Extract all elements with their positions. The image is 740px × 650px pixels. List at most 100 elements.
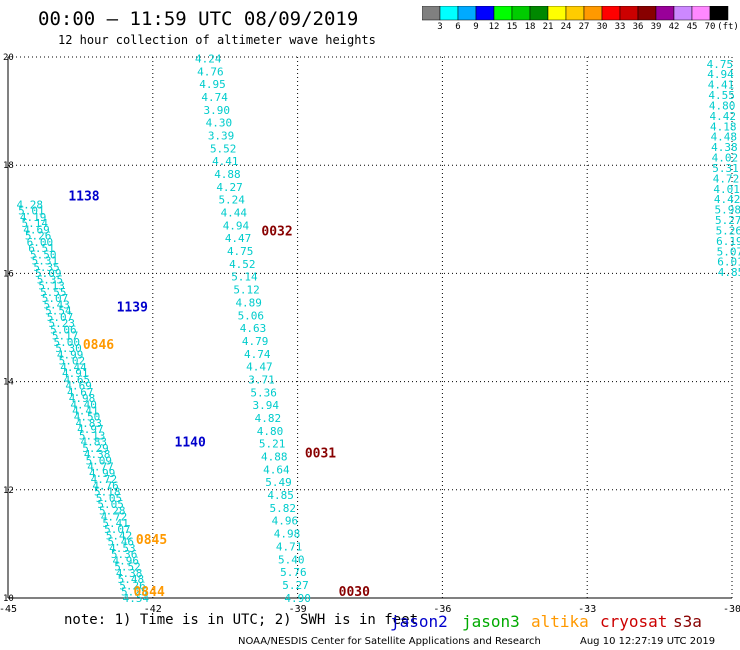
wave-height-value: 5.82	[269, 502, 296, 515]
wave-height-value: 4.80	[709, 99, 736, 112]
wave-height-value: 5.09	[35, 267, 62, 280]
wave-height-value: 4.18	[710, 120, 737, 133]
wave-height-value: 4.85	[267, 489, 294, 502]
wave-height-value: 5.07	[104, 523, 131, 536]
credit-line: NOAA/NESDIS Center for Satellite Applica…	[238, 636, 541, 647]
y-tick-label: 14	[3, 378, 14, 388]
pass-time-label: 0032	[261, 225, 292, 240]
wave-height-value: 3.90	[204, 104, 231, 117]
wave-height-value: 4.82	[255, 412, 282, 425]
wave-height-value: 4.75	[707, 58, 734, 71]
wave-height-value: 4.64	[263, 463, 290, 476]
legend-jason2: jason2	[390, 612, 448, 631]
pass-time-label: 0031	[305, 446, 336, 461]
wave-height-value: 4.98	[69, 392, 96, 405]
wave-height-value: 5.18	[94, 486, 121, 499]
wave-height-value: 4.55	[708, 89, 735, 102]
color-scale-label: 36	[632, 22, 644, 32]
wave-height-value: 5.28	[99, 504, 126, 517]
wave-height-value: 4.99	[89, 467, 116, 480]
color-scale-label: 39	[650, 22, 662, 32]
wave-height-value: 6.19	[716, 235, 740, 248]
color-scale-label: 9	[473, 22, 479, 32]
wave-height-value: 4.89	[235, 296, 262, 309]
pass-time-label: 0846	[83, 338, 114, 353]
pass-time-label: 1138	[68, 189, 99, 204]
wave-height-value: 4.01	[713, 183, 740, 196]
wave-height-value: 4.72	[713, 172, 740, 185]
wave-height-value: 4.24	[195, 52, 222, 65]
wave-height-value: 5.55	[40, 286, 67, 299]
wave-height-value: 4.71	[276, 540, 303, 553]
pass-time-label: 0844	[133, 585, 164, 600]
wave-height-value: 5.49	[265, 476, 292, 489]
color-scale-bar	[422, 6, 729, 21]
wave-height-value: 4.85	[718, 266, 740, 279]
legend-cryosat: cryosat	[600, 612, 668, 631]
wave-height-value: 5.36	[250, 386, 277, 399]
wave-height-value: 5.40	[278, 553, 305, 566]
wave-height-value: 5.02	[59, 355, 86, 368]
wave-height-value: 4.41	[212, 155, 239, 168]
x-tick-label: -42	[144, 604, 162, 615]
wave-height-value: 5.09	[86, 454, 113, 467]
wave-height-value: 5.07	[717, 245, 740, 258]
wave-height-value: 5.54	[45, 305, 72, 318]
wave-height-value: 5.35	[37, 273, 64, 286]
wave-height-value: 4.88	[214, 168, 241, 181]
color-scale-label: 24	[560, 22, 572, 32]
wave-height-value: 5.21	[259, 438, 286, 451]
wave-height-value: 4.19	[20, 211, 47, 224]
wave-height-value: 4.38	[711, 141, 738, 154]
wave-height-value: 5.50	[30, 248, 57, 261]
wave-height-value: 5.43	[43, 298, 70, 311]
pass-time-label: 1139	[117, 300, 148, 315]
legend-jason3: jason3	[462, 612, 520, 631]
legend-altika: altika	[531, 612, 589, 631]
color-scale-label: 12	[488, 22, 500, 32]
wave-height-value: 3.39	[208, 129, 235, 142]
wave-height-value: 4.83	[81, 436, 108, 449]
wave-height-value: 5.24	[218, 194, 245, 207]
wave-height-value: 4.72	[91, 473, 118, 486]
color-scale-label: 30	[596, 22, 608, 32]
wave-height-value: 5.13	[79, 429, 106, 442]
color-scale-label: 15	[506, 22, 518, 32]
wave-height-value: 6.01	[717, 256, 740, 269]
y-tick-label: 10	[3, 594, 14, 604]
wave-height-value: 4.94	[223, 219, 250, 232]
wave-height-value: 5.98	[714, 204, 740, 217]
x-tick-label: -33	[578, 604, 596, 615]
wave-height-value: 4.95	[199, 78, 226, 91]
wave-height-value: 5.13	[38, 280, 65, 293]
wave-height-value: 5.05	[97, 498, 124, 511]
wave-height-value: 4.48	[711, 131, 738, 144]
wave-height-value: 4.88	[261, 451, 288, 464]
wave-height-value: 4.50	[74, 411, 101, 424]
x-tick-label: -36	[433, 604, 451, 615]
wave-height-value: 4.47	[246, 361, 273, 374]
chart-subtitle: 12 hour collection of altimeter wave hei…	[58, 33, 376, 47]
x-tick-label: -30	[723, 604, 740, 615]
color-swatch	[709, 6, 729, 21]
note-text: note: 1) Time is in UTC; 2) SWH is in fe…	[64, 612, 419, 628]
y-tick-label: 20	[3, 53, 14, 63]
wave-height-value: 4.79	[242, 335, 269, 348]
wave-height-value: 4.96	[113, 554, 140, 567]
wave-height-value: 6.51	[28, 242, 55, 255]
color-scale-labels: 3 6 9 12 15 18 21 24 27 30 33 36 39 42 45 70 (ft)	[422, 22, 740, 36]
color-scale-label: 3	[437, 22, 443, 32]
color-scale-label: 42	[668, 22, 680, 32]
wave-height-value: 5.27	[282, 579, 309, 592]
color-scale-label: 18	[524, 22, 536, 32]
wave-height-value: 5.26	[25, 230, 52, 243]
color-scale-label: 27	[578, 22, 590, 32]
page-title: 00:00 — 11:59 UTC 08/09/2019	[38, 8, 359, 30]
wave-height-value: 4.99	[57, 348, 84, 361]
wave-height-value: 4.74	[244, 348, 271, 361]
wave-height-value: 4.44	[221, 207, 248, 220]
wave-height-value: 4.52	[229, 258, 256, 271]
wave-height-value: 5.06	[50, 323, 77, 336]
wave-height-value: 5.25	[121, 586, 148, 599]
wave-height-value: 4.42	[709, 110, 736, 123]
